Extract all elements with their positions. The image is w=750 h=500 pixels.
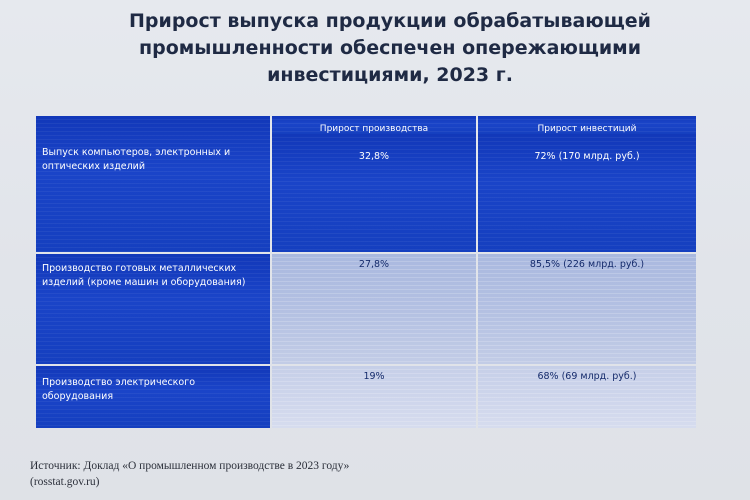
title-line-3: инвестициями, 2023 г. [267, 64, 513, 86]
header-investment: Прирост инвестиций [478, 116, 696, 134]
row-2-production: 27,8% [272, 254, 476, 364]
source-line-2: (rosstat.gov.ru) [30, 476, 100, 488]
row-3-label: Производство электрического оборудования [42, 377, 196, 402]
source-note: Источник: Доклад «О промышленном произво… [30, 458, 550, 490]
title-line-1: Прирост выпуска продукции обрабатывающей [129, 10, 651, 32]
title-line-2: промышленности обеспечен опережающими [138, 37, 642, 59]
row-1-production: 32,8% [272, 134, 476, 252]
row-1-label: Выпуск компьютеров, электронных и оптиче… [42, 147, 231, 172]
slide-title: Прирост выпуска продукции обрабатывающей… [90, 8, 690, 89]
source-line-1: Источник: Доклад «О промышленном произво… [30, 460, 350, 472]
header-production: Прирост производства [272, 116, 476, 134]
table-row-3-label-cell: Производство электрического оборудования [36, 366, 270, 428]
investment-table: Выпуск компьютеров, электронных и оптиче… [36, 116, 716, 428]
row-3-investment: 68% (69 млрд. руб.) [478, 366, 696, 428]
row-3-production: 19% [272, 366, 476, 428]
row-2-investment: 85,5% (226 млрд. руб.) [478, 254, 696, 364]
row-2-label: Производство готовых металлических издел… [42, 263, 246, 288]
table-row-1-label-cell: Выпуск компьютеров, электронных и оптиче… [36, 116, 270, 252]
row-1-investment: 72% (170 млрд. руб.) [478, 134, 696, 252]
table-row-2-label-cell: Производство готовых металлических издел… [36, 254, 270, 364]
